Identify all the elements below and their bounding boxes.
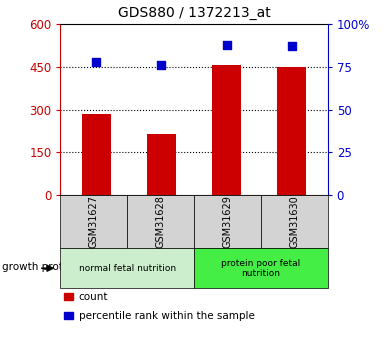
Text: GSM31628: GSM31628 (156, 195, 166, 248)
Point (158, 62, 165, 68)
Text: GSM31629: GSM31629 (222, 195, 232, 248)
Text: GSM31627: GSM31627 (89, 195, 99, 248)
Text: growth protocol: growth protocol (2, 262, 84, 272)
Bar (147, 134, 176, 195)
Text: normal fetal nutrition: normal fetal nutrition (79, 264, 176, 273)
Point (93, 59, 99, 65)
Text: GSM31630: GSM31630 (289, 195, 299, 248)
Text: count: count (79, 292, 108, 302)
Bar (82, 114, 111, 195)
Point (289, 43, 295, 49)
Bar (277, 67, 307, 195)
Point (223, 42, 230, 47)
Text: percentile rank within the sample: percentile rank within the sample (79, 311, 255, 321)
Text: protein poor fetal
nutrition: protein poor fetal nutrition (221, 258, 300, 278)
Title: GDS880 / 1372213_at: GDS880 / 1372213_at (118, 6, 270, 20)
Bar (212, 66, 241, 195)
